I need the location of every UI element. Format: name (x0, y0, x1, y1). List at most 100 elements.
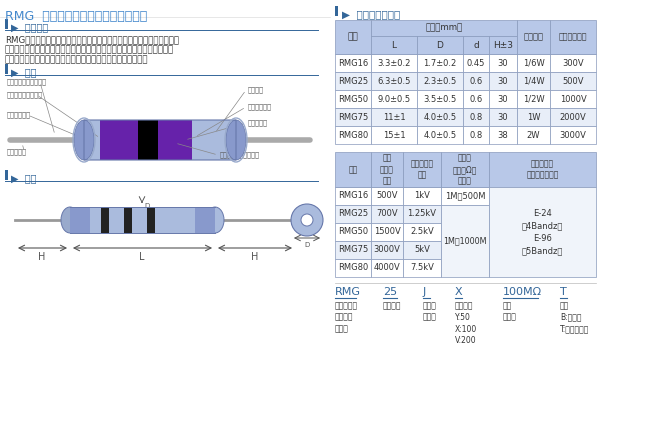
Bar (147, 207, 155, 233)
Text: RMG50: RMG50 (338, 95, 368, 104)
Bar (489, 152, 596, 187)
Text: 30: 30 (498, 77, 508, 86)
Text: 1/6W: 1/6W (523, 58, 544, 68)
Text: ▶  形状: ▶ 形状 (11, 173, 36, 183)
Text: カラーコード: カラーコード (248, 104, 272, 111)
Circle shape (291, 204, 323, 236)
Bar (403, 205, 441, 223)
Bar (550, 108, 596, 126)
Text: 定格電力: 定格電力 (523, 33, 543, 42)
Bar (82, 120, 100, 160)
Bar (371, 90, 417, 108)
Text: 2W: 2W (527, 130, 541, 139)
Text: ▶  構造: ▶ 構造 (11, 67, 36, 77)
Bar (550, 54, 596, 72)
Bar (371, 241, 403, 259)
Bar (403, 259, 441, 277)
Text: RMG25: RMG25 (338, 77, 368, 86)
Text: 2.3±0.5: 2.3±0.5 (423, 77, 457, 86)
Bar (335, 187, 371, 205)
Text: 純度磁器基体を絶縁性の良い塗料でコーティングしてあるため、高電圧印: 純度磁器基体を絶縁性の良い塗料でコーティングしてあるため、高電圧印 (5, 45, 174, 54)
Text: RMG25: RMG25 (338, 209, 368, 218)
Text: はんだメッキリード線: はんだメッキリード線 (7, 79, 47, 85)
Text: キャップ端子: キャップ端子 (7, 112, 31, 118)
Text: 1500V: 1500V (374, 227, 401, 236)
Text: 最高
過負荷
電圧: 最高 過負荷 電圧 (380, 154, 394, 185)
Bar (174, 120, 192, 160)
Bar (441, 187, 489, 205)
Text: RMG16: RMG16 (338, 191, 368, 200)
Text: 1M～1000M: 1M～1000M (444, 237, 487, 246)
Bar (550, 90, 596, 108)
Bar (489, 54, 517, 72)
Text: RMG75: RMG75 (338, 113, 368, 122)
Bar (371, 152, 403, 187)
Text: 温度係数
Y:50
X:100
V:200: 温度係数 Y:50 X:100 V:200 (455, 301, 477, 345)
Bar (517, 20, 550, 54)
Bar (335, 223, 371, 241)
Text: 2000V: 2000V (560, 113, 586, 122)
Ellipse shape (226, 120, 246, 160)
Text: 15±1: 15±1 (383, 130, 405, 139)
Text: 3.5±0.5: 3.5±0.5 (423, 95, 457, 104)
Bar (82, 120, 238, 160)
Text: 700V: 700V (376, 209, 398, 218)
Bar (371, 72, 417, 90)
Text: 定格電力: 定格電力 (383, 301, 401, 310)
Bar (517, 54, 550, 72)
Bar (116, 120, 138, 160)
Bar (463, 126, 489, 144)
Text: ▶  寿法および定格: ▶ 寿法および定格 (342, 9, 400, 19)
Bar (100, 120, 116, 160)
Bar (70, 207, 90, 233)
Bar (371, 126, 417, 144)
Text: 加に耘え、諸特性も安定したきわめて高い抗抗値の製品です。: 加に耘え、諸特性も安定したきわめて高い抗抗値の製品です。 (5, 55, 148, 64)
Bar (463, 72, 489, 90)
Text: 1M～500M: 1M～500M (445, 191, 485, 200)
Bar (463, 36, 489, 54)
Bar (517, 90, 550, 108)
Text: 抗抗値
範囲（Ω）
（％）: 抗抗値 範囲（Ω） （％） (453, 154, 477, 185)
Bar (417, 54, 463, 72)
Bar (403, 187, 441, 205)
Bar (335, 72, 371, 90)
Text: 4.0±0.5: 4.0±0.5 (424, 130, 457, 139)
Bar (417, 36, 463, 54)
Text: 25: 25 (383, 287, 397, 297)
Bar (489, 36, 517, 54)
Text: 包装
B:バルク
T:テーピング: 包装 B:バルク T:テーピング (560, 301, 589, 334)
Bar (192, 120, 238, 160)
Text: 1.25kV: 1.25kV (407, 209, 436, 218)
Bar (335, 241, 371, 259)
Text: 1kV: 1kV (414, 191, 430, 200)
Text: 30: 30 (498, 95, 508, 104)
Bar (371, 259, 403, 277)
Text: J: J (423, 287, 426, 297)
Text: 0.8: 0.8 (469, 113, 482, 122)
Text: RMG16: RMG16 (338, 58, 368, 68)
Text: 500V: 500V (376, 191, 398, 200)
Bar (417, 108, 463, 126)
Bar (417, 72, 463, 90)
Text: 30: 30 (498, 58, 508, 68)
Bar (371, 36, 417, 54)
Text: RMG: RMG (335, 287, 361, 297)
Bar (463, 108, 489, 126)
Text: 3000V: 3000V (374, 246, 401, 255)
Text: X: X (455, 287, 463, 297)
Text: 3000V: 3000V (560, 130, 587, 139)
Bar (335, 6, 338, 16)
Bar (371, 205, 403, 223)
Text: RMG80: RMG80 (338, 264, 368, 273)
Bar (335, 20, 371, 54)
Text: 300V: 300V (562, 58, 584, 68)
Bar (489, 108, 517, 126)
Text: 0.8: 0.8 (469, 130, 482, 139)
Text: D: D (304, 242, 310, 248)
Text: RMG75: RMG75 (338, 246, 368, 255)
Text: 5kV: 5kV (414, 246, 430, 255)
Text: 500V: 500V (562, 77, 583, 86)
Ellipse shape (206, 207, 224, 233)
Bar (489, 187, 596, 277)
Bar (335, 54, 371, 72)
